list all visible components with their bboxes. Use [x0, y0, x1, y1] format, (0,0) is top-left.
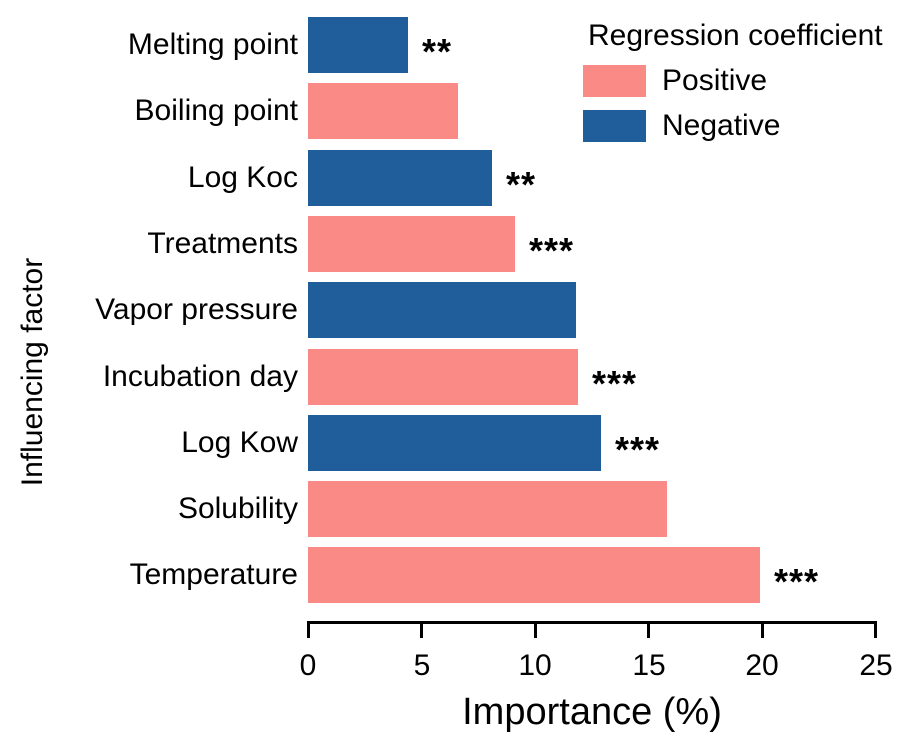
- x-axis-tick-label: 20: [745, 649, 779, 682]
- bar-negative: [308, 415, 601, 471]
- legend-item-positive: Positive: [583, 65, 900, 97]
- bar-row: Log Kow ***: [0, 415, 900, 471]
- legend-label: Positive: [662, 64, 768, 97]
- category-label: Solubility: [177, 492, 298, 525]
- bar-row: Log Koc **: [0, 150, 900, 206]
- bar-row: Vapor pressure: [0, 282, 900, 338]
- bar-row: Temperature ***: [0, 547, 900, 603]
- significance-stars: **: [422, 31, 453, 72]
- x-axis-tick-mark: [874, 621, 877, 638]
- x-axis-tick-mark: [420, 621, 423, 638]
- bar-negative: [308, 17, 408, 73]
- bar-positive: [308, 481, 667, 537]
- bar-positive: [308, 349, 578, 405]
- bar-positive: [308, 547, 760, 603]
- category-label: Temperature: [129, 558, 298, 591]
- bar-negative: [308, 282, 576, 338]
- bar-row: Incubation day ***: [0, 349, 900, 405]
- bar-positive: [308, 216, 515, 272]
- x-axis-tick-mark: [761, 621, 764, 638]
- significance-stars: **: [506, 164, 537, 205]
- x-axis-tick-mark: [647, 621, 650, 638]
- legend-swatch-positive: [583, 65, 646, 97]
- x-axis-tick-mark: [534, 621, 537, 638]
- x-axis-tick-mark: [307, 621, 310, 638]
- x-axis-tick-label: 25: [859, 649, 893, 682]
- legend-label: Negative: [662, 109, 781, 142]
- x-axis-title: Importance (%): [462, 691, 722, 733]
- bar-row: Melting point **: [0, 17, 900, 73]
- x-axis-tick-label: 15: [632, 649, 666, 682]
- category-label: Boiling point: [134, 94, 298, 127]
- bar-row: Solubility: [0, 481, 900, 537]
- legend-title: Regression coefficient: [588, 19, 883, 52]
- x-axis-tick-label: 10: [518, 649, 552, 682]
- significance-stars: ***: [615, 429, 661, 470]
- category-label: Treatments: [147, 227, 298, 260]
- category-label: Melting point: [127, 28, 298, 61]
- bar-positive: [308, 83, 458, 139]
- x-axis-tick-label: 0: [299, 649, 317, 682]
- x-axis-tick-label: 5: [413, 649, 431, 682]
- legend-item-negative: Negative: [583, 110, 900, 142]
- bar-negative: [308, 150, 492, 206]
- x-axis-line: [307, 621, 877, 624]
- significance-stars: ***: [774, 561, 820, 602]
- legend-swatch-negative: [583, 110, 646, 142]
- category-label: Log Koc: [187, 161, 298, 194]
- significance-stars: ***: [529, 230, 575, 271]
- bar-row: Treatments ***: [0, 216, 900, 272]
- category-label: Vapor pressure: [95, 293, 298, 326]
- significance-stars: ***: [592, 363, 638, 404]
- category-label: Incubation day: [102, 360, 298, 393]
- bar-row: Boiling point: [0, 83, 900, 139]
- category-label: Log Kow: [181, 426, 298, 459]
